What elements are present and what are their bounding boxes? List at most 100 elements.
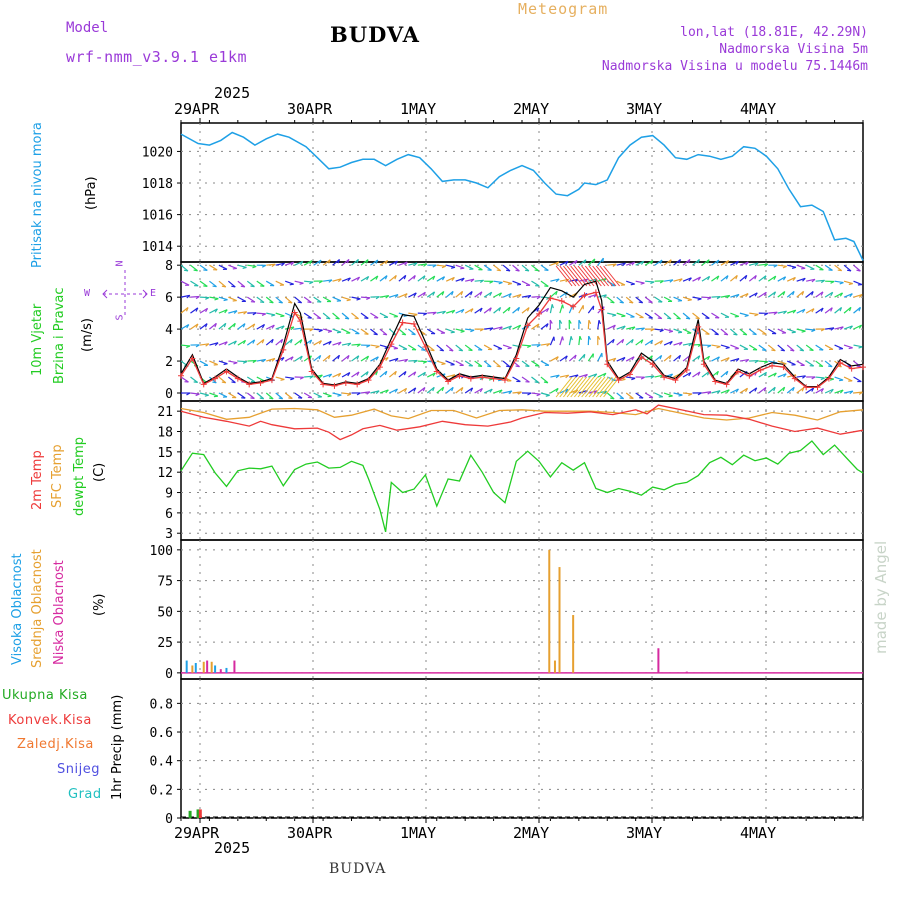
wind-barb xyxy=(517,324,522,329)
wind-hatch xyxy=(570,265,588,287)
wind-barb xyxy=(692,371,701,378)
wind-barb xyxy=(441,291,445,296)
wind-barb xyxy=(625,296,634,304)
wind-barb xyxy=(404,293,408,298)
wind-barb xyxy=(250,285,255,288)
wind-barb xyxy=(413,292,417,297)
wind-barb xyxy=(837,269,842,272)
wind-barb xyxy=(771,349,776,352)
wind-barb xyxy=(607,312,617,316)
wind-barb xyxy=(360,328,369,335)
wind-barb xyxy=(711,259,720,266)
wind-barb xyxy=(341,328,351,334)
wind-barb xyxy=(468,349,473,352)
wind-barb xyxy=(688,372,692,377)
wind-barb xyxy=(422,372,426,377)
wind-barb xyxy=(290,261,295,266)
wind-barb xyxy=(318,280,323,284)
wind-barb xyxy=(545,394,550,397)
wind-barb xyxy=(186,345,191,349)
wind-barb xyxy=(288,301,293,304)
wind-barb xyxy=(564,355,568,360)
wind-barb xyxy=(413,387,417,392)
wind-barb xyxy=(351,276,360,282)
wind-barb xyxy=(407,371,417,378)
wind-barb xyxy=(536,307,540,312)
wind-barb xyxy=(455,264,465,269)
wind-barb xyxy=(512,391,522,394)
wind-barb xyxy=(767,291,776,298)
wind-barb xyxy=(720,328,729,336)
wind-barb xyxy=(745,293,749,298)
wind-barb xyxy=(294,296,303,304)
wind-barb xyxy=(768,360,778,364)
wind-barb xyxy=(326,317,331,320)
wind-barb xyxy=(654,328,664,331)
wind-barb xyxy=(730,260,739,266)
wind-barb xyxy=(782,276,787,281)
wind-barb xyxy=(630,283,635,286)
wind-barb xyxy=(432,311,437,316)
wind-barb xyxy=(597,372,607,378)
wind-barb xyxy=(474,291,483,298)
wind-barb xyxy=(461,309,465,313)
wind-barb xyxy=(332,354,340,362)
wind-barb xyxy=(853,306,861,314)
wind-barb xyxy=(629,301,634,304)
wind-barb xyxy=(621,378,626,381)
wind-barb xyxy=(536,344,541,348)
wind-barb xyxy=(479,307,483,312)
wind-barb xyxy=(281,357,285,362)
compass-w: W xyxy=(84,288,91,299)
wind-barb xyxy=(773,311,778,315)
wind-barb xyxy=(351,296,361,300)
wind-barb xyxy=(773,372,777,377)
precip-ytick-label: 0 xyxy=(165,812,173,827)
model-name: wrf-nmm_v3.9.1 e1km xyxy=(66,48,248,66)
wind-speed-marker xyxy=(234,375,241,382)
wind-barb xyxy=(228,360,238,364)
wind-speed-marker xyxy=(547,295,554,302)
wind-barb xyxy=(284,312,294,318)
wind-barb xyxy=(612,324,616,329)
wind-barb xyxy=(275,262,285,266)
high-cloud-bar xyxy=(194,663,197,673)
wind-barb xyxy=(663,354,672,362)
wind-barb xyxy=(426,275,436,282)
wind-barb xyxy=(360,371,369,378)
wind-barb xyxy=(616,325,626,330)
wind-barb xyxy=(720,312,730,318)
wind-speed-marker xyxy=(734,368,741,375)
wind-barb xyxy=(347,277,351,282)
wind-barb xyxy=(687,259,691,264)
wind-barb xyxy=(483,344,493,351)
wind-barb xyxy=(777,328,787,334)
wind-barb xyxy=(555,261,560,266)
wind-barb xyxy=(735,260,739,265)
wind-barb xyxy=(483,291,492,298)
wind-barb xyxy=(569,278,579,282)
wind-hatch xyxy=(592,376,610,398)
wind-barb xyxy=(451,291,454,296)
wind-barb xyxy=(407,328,416,336)
wind-hatch xyxy=(555,265,573,287)
wind-barb xyxy=(606,324,616,330)
wind-barb xyxy=(659,259,663,264)
wind-barb xyxy=(635,392,644,399)
wind-barb xyxy=(470,278,475,283)
wind-barb xyxy=(341,354,350,362)
wind-barb xyxy=(839,282,844,285)
bottom-day-label: 2MAY xyxy=(513,824,549,842)
wind-barb xyxy=(786,386,795,394)
wind-barb xyxy=(332,296,342,302)
wind-barb xyxy=(442,310,446,315)
wind-barb xyxy=(190,280,199,287)
wind-hatch xyxy=(566,376,584,398)
wind-barb xyxy=(806,328,816,331)
legend-freezing-precip: Zaledj.Kisa xyxy=(17,737,94,752)
wind-barb xyxy=(695,317,700,320)
wind-speed-marker xyxy=(399,319,406,326)
wind-barb xyxy=(413,313,418,317)
wind-barb xyxy=(284,261,294,266)
precip-ytick-label: 0.6 xyxy=(150,726,173,741)
